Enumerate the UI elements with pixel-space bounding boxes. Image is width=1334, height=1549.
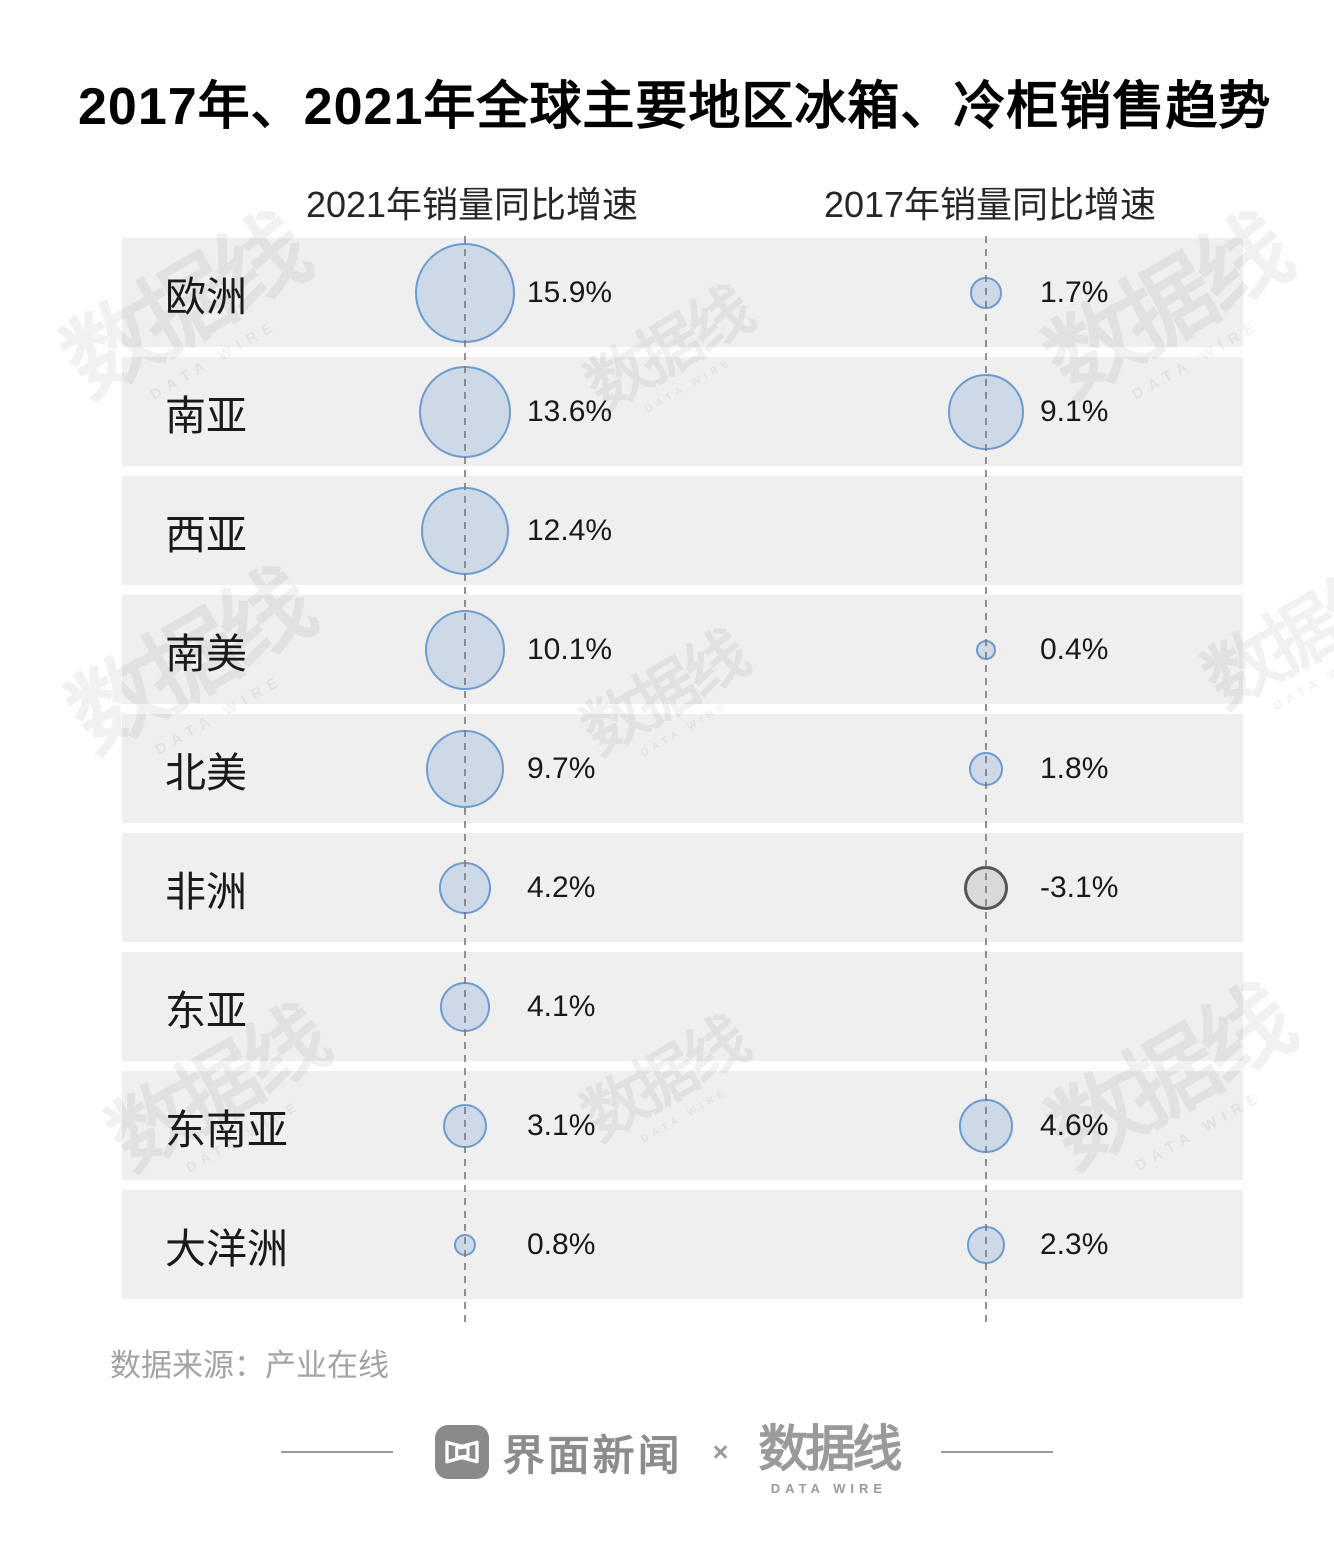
value-label: 12.4% [527, 513, 613, 547]
row-band [122, 357, 1243, 466]
value-label: 4.2% [527, 870, 596, 904]
row-band [122, 1190, 1243, 1299]
region-label: 南亚 [165, 392, 247, 439]
value-label: 9.7% [527, 751, 596, 785]
region-label: 东亚 [165, 987, 247, 1034]
value-label: 1.7% [1040, 275, 1109, 309]
row-band [122, 952, 1243, 1061]
region-label: 西亚 [165, 511, 247, 558]
region-label: 非洲 [165, 868, 247, 915]
value-label: 0.4% [1040, 632, 1109, 666]
jiemian-logo-icon [434, 1425, 489, 1479]
divider-line-left [280, 1451, 393, 1453]
value-label: 13.6% [527, 394, 613, 428]
value-label: -3.1% [1040, 870, 1119, 904]
value-label: 15.9% [527, 275, 613, 309]
jiemian-logo-text: 界面新闻 [502, 1431, 683, 1479]
value-label: 0.8% [527, 1227, 596, 1261]
region-label: 南美 [165, 630, 247, 677]
value-label: 1.8% [1040, 751, 1109, 785]
row-band [122, 238, 1243, 347]
divider-line-right [941, 1451, 1054, 1453]
multiply-sign: × [712, 1436, 729, 1467]
row-band [122, 1071, 1243, 1180]
data-source: 数据来源：产业在线 [110, 1348, 389, 1383]
value-label: 4.1% [527, 989, 596, 1023]
region-label: 欧洲 [165, 273, 247, 320]
datawire-logo-text: 数据线 [758, 1421, 902, 1477]
value-label: 4.6% [1040, 1108, 1109, 1142]
region-label: 北美 [165, 749, 247, 796]
column-header-2021: 2021年销量同比增速 [305, 184, 639, 225]
row-band [122, 595, 1243, 704]
column-header-2017: 2017年销量同比增速 [823, 184, 1157, 225]
page-title: 2017年、2021年全球主要地区冰箱、冷柜销售趋势 [78, 78, 1272, 136]
region-label: 东南亚 [165, 1106, 288, 1153]
row-band [122, 714, 1243, 823]
value-label: 3.1% [527, 1108, 596, 1142]
row-band [122, 833, 1243, 942]
datawire-logo-subtext: DATA WIRE [770, 1481, 888, 1496]
value-label: 9.1% [1040, 394, 1109, 428]
axis-line-2017 [985, 236, 987, 1322]
footer-brand-bar: 界面新闻 × 数据线 DATA WIRE [0, 1402, 1334, 1502]
value-label: 2.3% [1040, 1227, 1109, 1261]
value-label: 10.1% [527, 632, 613, 666]
axis-line-2021 [464, 236, 466, 1322]
jiemian-glyph-icon [444, 1440, 479, 1464]
region-label: 大洋洲 [165, 1225, 288, 1272]
datawire-logo: 数据线 DATA WIRE [758, 1421, 902, 1496]
row-band [122, 476, 1243, 585]
